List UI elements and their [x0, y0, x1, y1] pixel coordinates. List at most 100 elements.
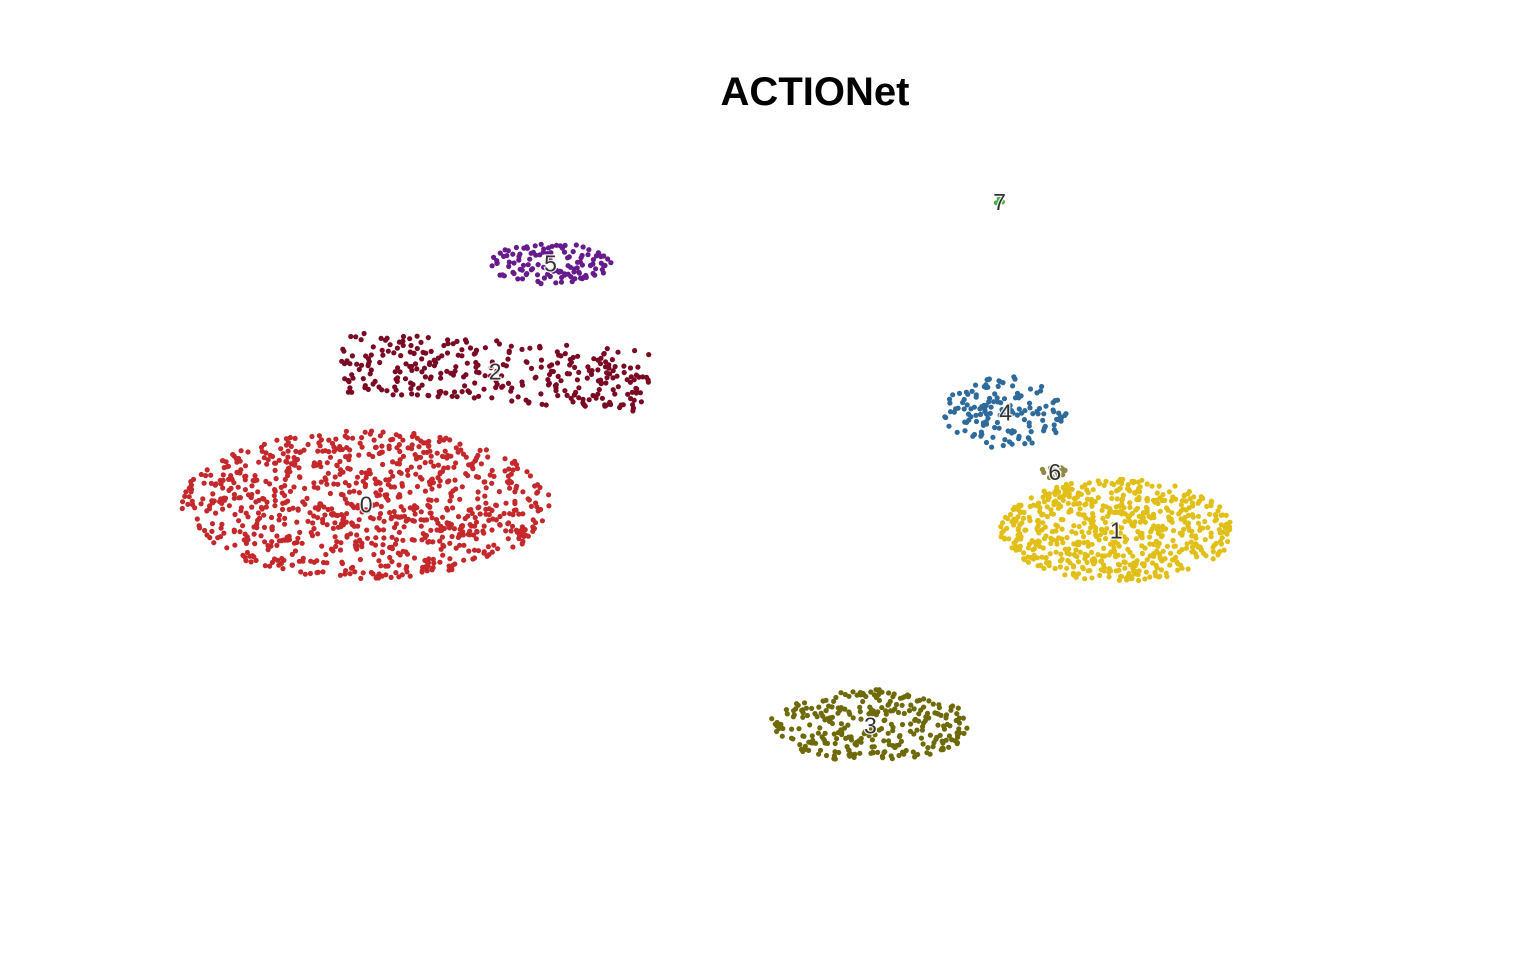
point-cluster-0	[333, 543, 339, 550]
point-cluster-0	[327, 490, 333, 497]
point-cluster-1	[1007, 511, 1014, 518]
point-cluster-2	[407, 336, 413, 342]
point-cluster-1	[1208, 534, 1214, 540]
point-cluster-6	[1060, 466, 1066, 473]
point-cluster-1	[1054, 484, 1060, 490]
point-cluster-2	[397, 369, 403, 375]
point-cluster-0	[228, 473, 234, 479]
point-cluster-0	[404, 569, 410, 575]
point-cluster-0	[407, 573, 413, 579]
point-cluster-0	[389, 534, 395, 540]
point-cluster-0	[404, 467, 411, 473]
point-cluster-0	[273, 476, 279, 482]
point-cluster-6	[1054, 470, 1061, 476]
point-cluster-1	[1100, 503, 1106, 509]
point-cluster-0	[380, 429, 386, 435]
point-cluster-1	[1176, 511, 1182, 517]
point-cluster-2	[341, 361, 348, 367]
point-cluster-0	[477, 447, 483, 453]
point-cluster-0	[343, 454, 349, 460]
point-cluster-2	[601, 350, 607, 357]
point-cluster-1	[1219, 535, 1225, 541]
point-cluster-1	[1181, 492, 1187, 498]
point-cluster-0	[397, 433, 403, 439]
point-cluster-2	[523, 397, 529, 403]
point-cluster-1	[1117, 562, 1123, 568]
point-cluster-0	[255, 510, 262, 516]
point-cluster-1	[1183, 545, 1189, 551]
point-cluster-3	[896, 752, 902, 759]
point-cluster-3	[876, 688, 882, 694]
point-cluster-0	[411, 518, 417, 524]
point-cluster-1	[1170, 537, 1176, 544]
point-cluster-2	[462, 383, 468, 389]
point-cluster-0	[223, 459, 229, 465]
point-cluster-2	[353, 334, 359, 340]
point-cluster-0	[203, 473, 209, 479]
point-cluster-5	[519, 276, 526, 282]
point-cluster-0	[469, 510, 475, 516]
point-cluster-2	[646, 352, 652, 358]
point-cluster-2	[414, 333, 420, 339]
point-cluster-3	[935, 722, 941, 728]
point-cluster-2	[431, 357, 437, 363]
point-cluster-2	[472, 380, 478, 386]
point-cluster-0	[342, 496, 348, 502]
point-cluster-0	[505, 536, 511, 542]
point-cluster-2	[340, 346, 346, 352]
point-cluster-0	[232, 511, 238, 518]
point-cluster-0	[219, 521, 225, 527]
point-cluster-1	[1080, 566, 1086, 572]
point-cluster-2	[553, 388, 559, 394]
point-cluster-2	[628, 396, 634, 402]
point-cluster-1	[1076, 511, 1082, 517]
point-cluster-0	[476, 504, 482, 510]
point-cluster-3	[905, 694, 912, 700]
point-cluster-5	[553, 280, 559, 286]
point-cluster-2	[538, 391, 544, 397]
point-cluster-2	[419, 382, 425, 388]
point-cluster-0	[294, 519, 300, 525]
point-cluster-5	[535, 278, 541, 284]
point-cluster-0	[374, 574, 380, 580]
point-cluster-1	[1132, 563, 1138, 569]
point-cluster-0	[359, 544, 365, 550]
point-cluster-2	[608, 401, 614, 408]
point-cluster-1	[1071, 495, 1077, 502]
point-cluster-4	[1040, 417, 1046, 423]
point-cluster-0	[383, 563, 389, 569]
point-cluster-2	[394, 345, 400, 351]
point-cluster-3	[838, 705, 844, 711]
point-cluster-0	[497, 522, 503, 528]
point-cluster-1	[1157, 508, 1163, 514]
cluster-label-6: 6	[1048, 459, 1061, 485]
point-cluster-1	[1132, 490, 1138, 496]
point-cluster-1	[1147, 534, 1153, 540]
point-cluster-0	[186, 494, 192, 500]
point-cluster-0	[291, 540, 297, 546]
point-cluster-2	[437, 390, 443, 397]
point-cluster-1	[1208, 500, 1214, 506]
point-cluster-0	[409, 433, 415, 440]
point-cluster-3	[876, 727, 882, 733]
point-cluster-1	[1143, 569, 1149, 575]
point-cluster-2	[545, 377, 551, 383]
point-cluster-1	[1174, 559, 1180, 565]
point-cluster-0	[417, 464, 423, 470]
point-cluster-0	[362, 429, 368, 435]
point-cluster-2	[499, 373, 505, 379]
point-cluster-0	[337, 547, 344, 553]
point-cluster-0	[268, 543, 274, 549]
point-cluster-1	[1151, 523, 1157, 529]
point-cluster-4	[947, 400, 953, 406]
point-cluster-3	[886, 690, 892, 696]
point-cluster-0	[202, 527, 208, 534]
point-cluster-1	[1075, 559, 1082, 565]
point-cluster-3	[927, 732, 934, 738]
point-cluster-1	[1144, 496, 1150, 502]
point-cluster-1	[1057, 558, 1064, 564]
point-cluster-0	[211, 540, 217, 546]
point-cluster-3	[879, 705, 885, 711]
point-cluster-0	[322, 475, 328, 481]
point-cluster-5	[580, 244, 586, 250]
